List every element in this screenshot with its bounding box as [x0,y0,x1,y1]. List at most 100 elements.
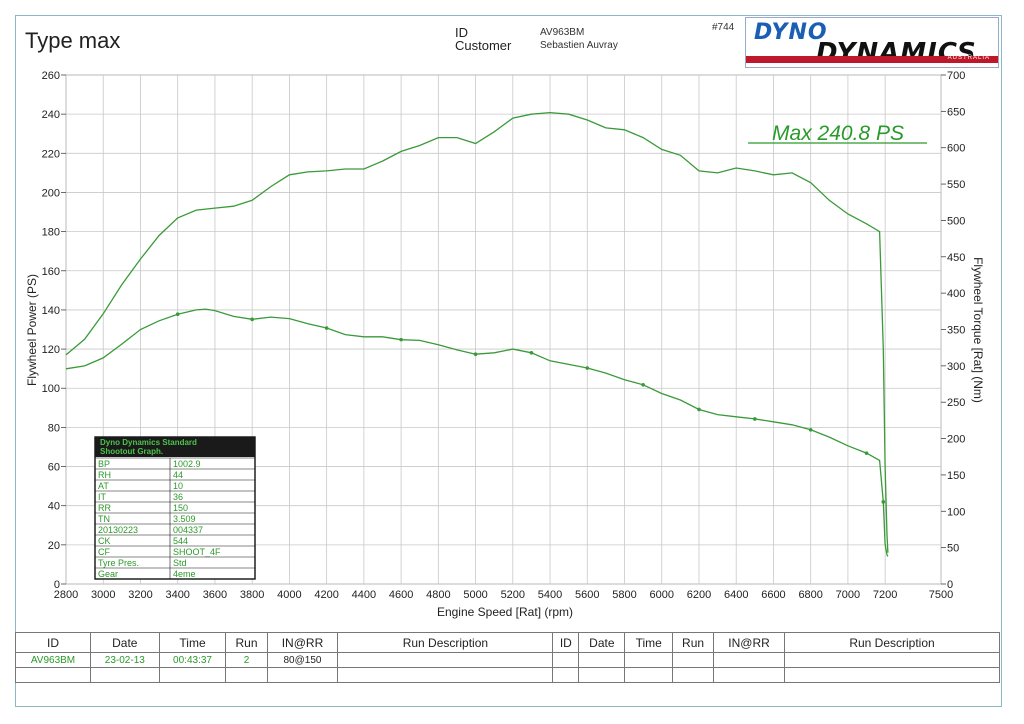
id-value: AV963BM [540,27,585,38]
run-table-header-cell: ID [14,632,92,653]
torque-curve [65,308,889,557]
customer-label: Customer [455,38,512,53]
torque-point [641,382,645,387]
spec-value: 10 [173,481,183,491]
y-tick-label: 160 [42,266,60,278]
y-tick-label: 20 [48,540,60,552]
y-tick-label: 60 [48,462,60,474]
logo-band [746,56,998,63]
spec-value: 4eme [173,569,196,579]
x-tick-label: 4000 [277,589,301,601]
spec-key: CK [98,536,111,546]
spec-box-header-bg [95,437,255,457]
x-tick-label: 2800 [54,589,78,601]
x-tick-label: 5200 [501,589,525,601]
run-cell [784,652,1000,668]
run-cell [337,652,554,668]
table-row: AV963BM 23-02-13 00:43:37 2 80@150 [14,652,1000,668]
spec-key: IT [98,492,107,502]
x-tick-label: 6000 [650,589,674,601]
run-table-header-cell: Date [578,632,626,653]
spec-value: 1002.9 [173,459,201,469]
spec-value: 544 [173,536,188,546]
spec-key: Gear [98,569,118,579]
y2-tick-label: 650 [947,106,965,118]
run-cell: AV963BM [14,652,92,668]
y2-tick-label: 0 [947,579,953,591]
logo-bottom-text: DYNAMICS [816,38,977,68]
run-cell [624,667,673,683]
run-cell [266,667,339,683]
y-tick-label: 240 [42,109,60,121]
x-tick-label: 3600 [203,589,227,601]
run-table-header-cell: Run [671,632,715,653]
run-cell: 23-02-13 [90,652,160,668]
spec-value: 44 [173,470,183,480]
run-table-header-cell: Time [624,632,673,653]
x-tick-label: 3200 [128,589,152,601]
run-cell [225,667,268,683]
power-curve [65,111,889,553]
x-tick-label: 6400 [724,589,748,601]
series-group [65,111,889,557]
y-tick-label: 40 [48,501,60,513]
torque-point [473,352,478,357]
spec-value: 004337 [173,525,203,535]
run-table-header-cell: IN@RR [266,632,339,653]
y2-tick-label: 500 [947,215,965,227]
spec-value: Std [173,558,187,568]
spec-value: 36 [173,492,183,502]
x-tick-label: 4600 [389,589,413,601]
run-cell [337,667,554,683]
spec-value: 3.509 [173,514,196,524]
y2-tick-label: 400 [947,288,965,300]
spec-key: RR [98,503,111,513]
torque-point [250,317,254,322]
y2-tick-label: 200 [947,434,965,446]
run-table-header-cell: IN@RR [713,632,785,653]
torque-point [864,451,869,455]
logo-sub-text: AUSTRALIA [947,55,990,61]
y2-tick-label: 50 [947,543,959,555]
run-table: ID Date Time Run IN@RR Run Description I… [14,632,1000,683]
dyno-dynamics-logo: DYNO DYNAMICS AUSTRALIA [745,17,999,68]
axis-ticks: 2800 3000 3200 3400 3600 3800 4000 4200 4400 4600… [42,70,966,601]
spec-box-subtitle: Shootout Graph. [100,447,163,456]
x-tick-label: 3400 [165,589,189,601]
run-table-header-cell: Run [225,632,268,653]
y-tick-label: 180 [42,227,60,239]
x-tick-label: 6200 [687,589,711,601]
x-tick-label: 4400 [352,589,376,601]
torque-point [753,417,757,421]
x-tick-label: 6600 [761,589,785,601]
y-tick-label: 260 [42,70,60,82]
run-cell [14,667,92,683]
run-table-header-cell: Time [158,632,227,653]
run-table-header-cell: ID [552,632,580,653]
x-tick-label: 5000 [463,589,487,601]
spec-key: TN [98,514,110,524]
run-cell [671,667,715,683]
y2-tick-label: 700 [947,70,965,82]
report-sheet [15,15,1002,707]
run-cell [713,652,785,668]
y2-tick-label: 600 [947,143,965,155]
x-tick-label: 4800 [426,589,450,601]
spec-key: AT [98,481,109,491]
y2-tick-label: 250 [947,397,965,409]
torque-point [881,500,886,504]
run-cell [624,652,673,668]
y-tick-label: 200 [42,187,60,199]
x-tick-label: 7200 [873,589,897,601]
table-row [14,667,1000,683]
x-tick-label: 4200 [314,589,338,601]
report-title: Type max [25,28,121,53]
run-number: #744 [712,22,735,33]
run-cell [713,667,785,683]
y2-tick-label: 150 [947,470,965,482]
run-cell: 00:43:37 [158,652,227,668]
logo-top-text: DYNO [754,20,828,45]
spec-key: RH [98,470,111,480]
